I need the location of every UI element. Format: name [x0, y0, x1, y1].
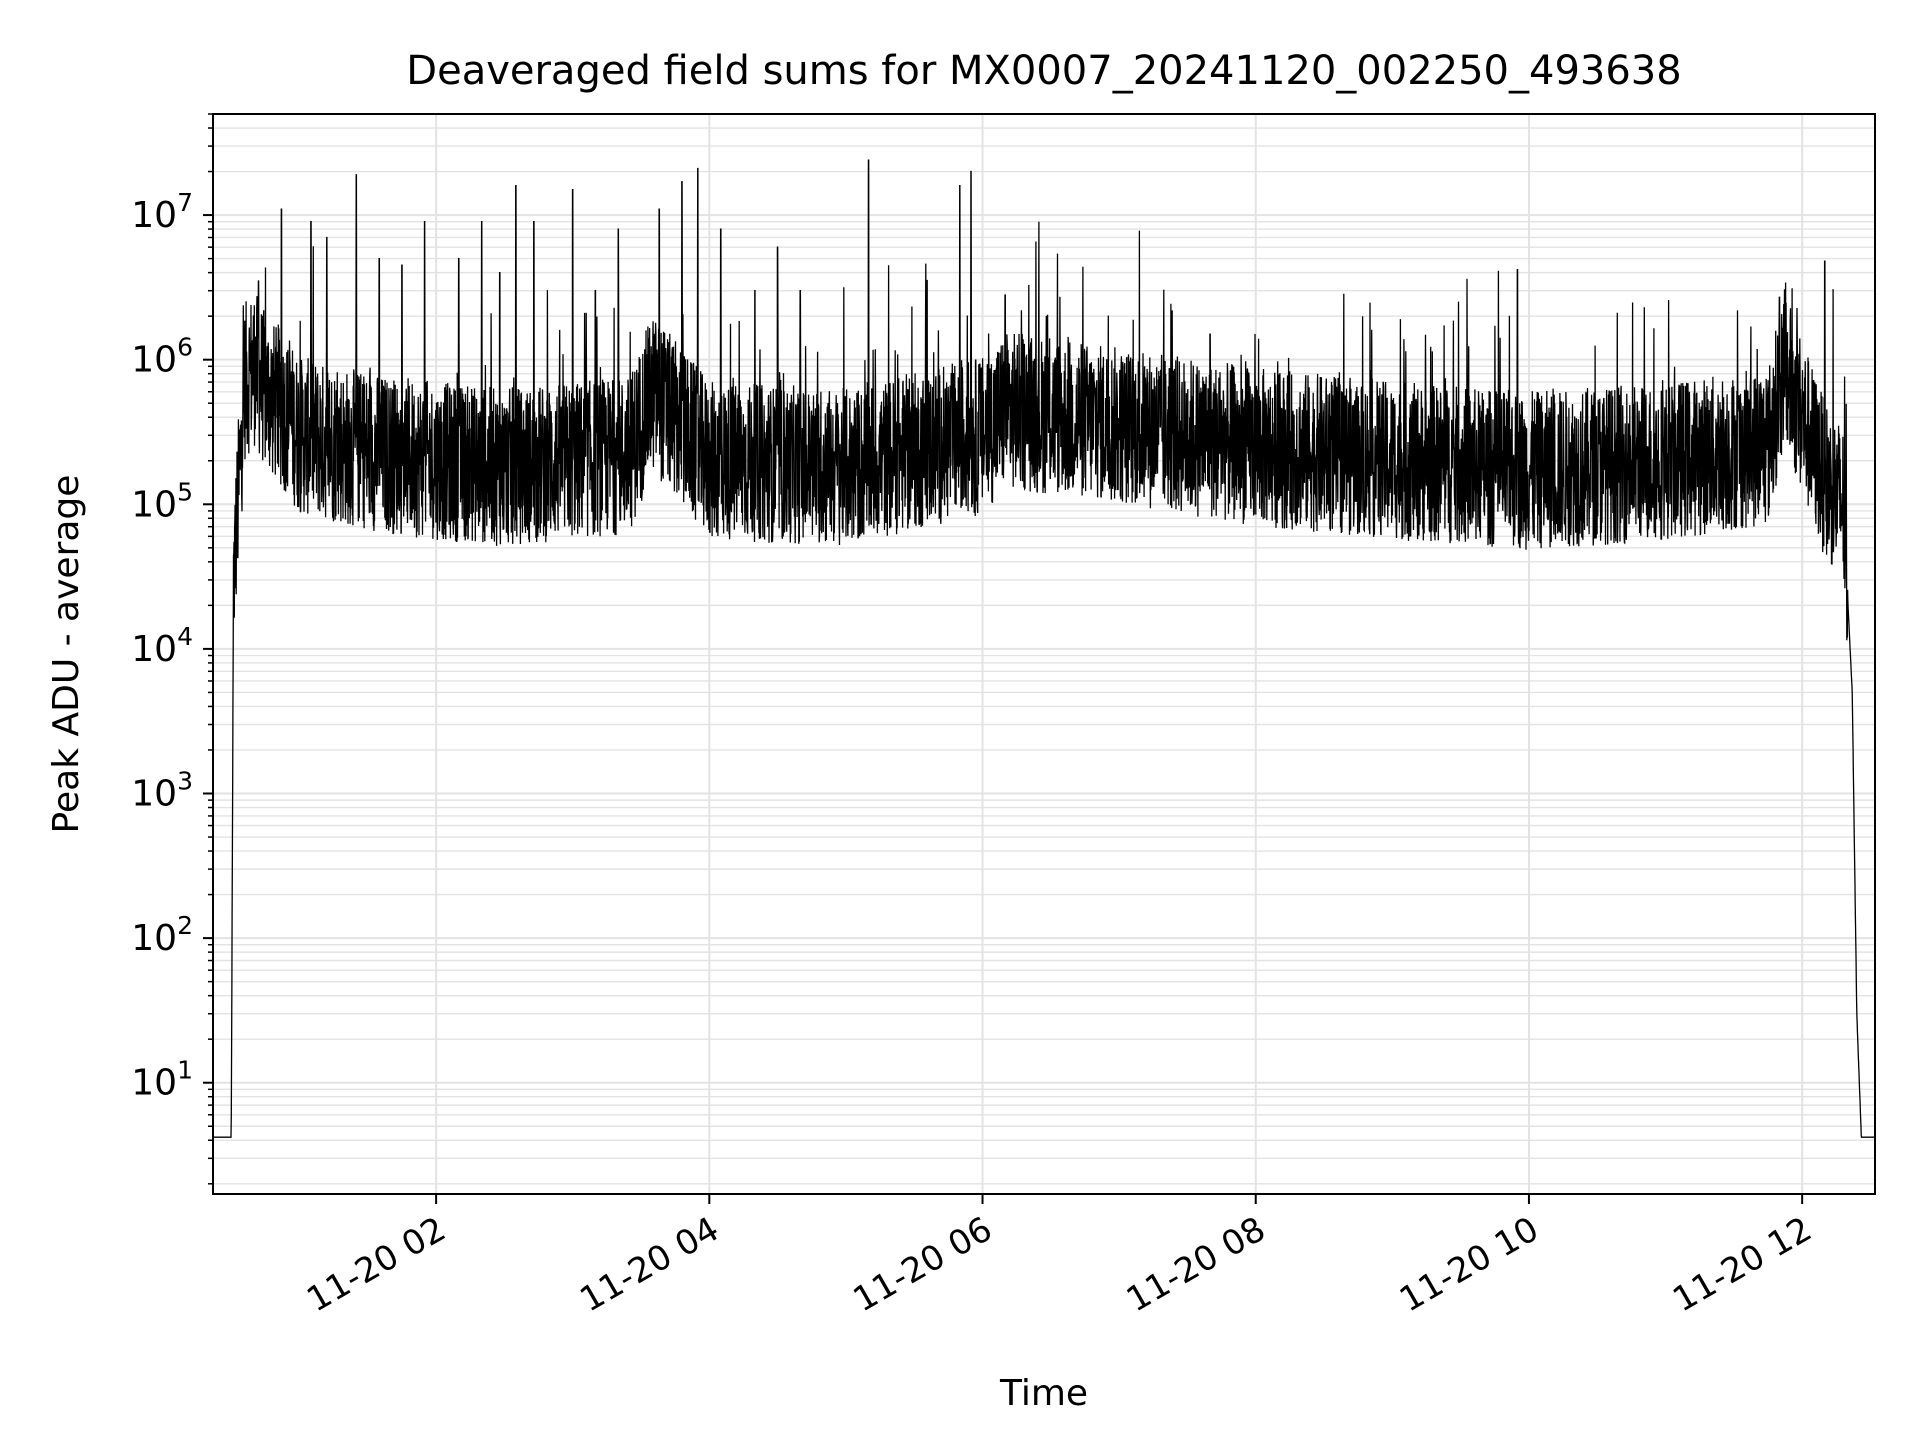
y-tick-label: 104 — [131, 622, 193, 670]
y-tick-base: 10 — [131, 340, 177, 381]
series-line — [213, 159, 1875, 1138]
x-axis-label: Time — [999, 1373, 1088, 1414]
y-tick-base: 10 — [131, 629, 177, 670]
y-tick-exponent: 4 — [177, 622, 193, 651]
y-tick-base: 10 — [131, 774, 177, 815]
y-tick-label: 101 — [131, 1056, 193, 1104]
y-tick-base: 10 — [131, 1063, 177, 1104]
grid — [213, 113, 1875, 1194]
y-tick-exponent: 5 — [177, 477, 193, 506]
y-tick-exponent: 7 — [177, 188, 193, 217]
y-tick-label: 103 — [131, 767, 193, 815]
y-axis-label: Peak ADU - average — [46, 475, 87, 834]
y-tick-label: 102 — [131, 911, 193, 959]
y-tick-label: 107 — [131, 188, 193, 236]
y-tick-label: 105 — [131, 477, 193, 525]
y-tick-base: 10 — [131, 484, 177, 525]
y-tick-exponent: 1 — [177, 1056, 193, 1085]
plot-area — [213, 159, 1875, 1138]
chart-title: Deaveraged field sums for MX0007_2024112… — [406, 48, 1681, 94]
y-tick-exponent: 3 — [177, 767, 193, 796]
y-tick-exponent: 2 — [177, 911, 193, 940]
axes-frame — [212, 113, 1876, 1195]
y-tick-exponent: 6 — [177, 333, 193, 362]
y-tick-base: 10 — [131, 918, 177, 959]
y-tick-label: 106 — [131, 333, 193, 381]
y-tick-base: 10 — [131, 195, 177, 236]
